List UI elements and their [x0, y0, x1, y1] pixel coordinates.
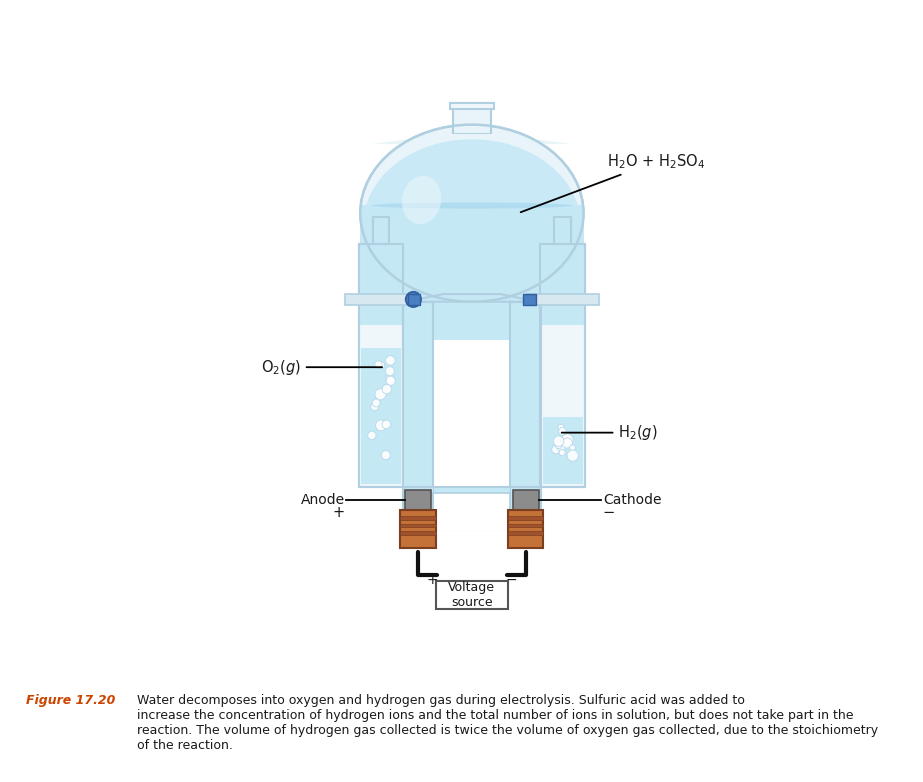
Polygon shape	[406, 294, 537, 302]
Polygon shape	[372, 134, 572, 144]
Circle shape	[559, 450, 565, 456]
Text: Figure 17.20: Figure 17.20	[26, 694, 115, 708]
Circle shape	[558, 428, 567, 436]
Polygon shape	[508, 531, 544, 535]
Polygon shape	[373, 217, 390, 244]
Polygon shape	[434, 494, 510, 529]
Polygon shape	[360, 206, 583, 325]
Circle shape	[406, 292, 421, 307]
Text: Water decomposes into oxygen and hydrogen gas during electrolysis. Sulfuric acid: Water decomposes into oxygen and hydroge…	[137, 694, 878, 752]
Text: −: −	[505, 572, 517, 586]
Circle shape	[554, 436, 564, 447]
Polygon shape	[450, 103, 494, 109]
Polygon shape	[508, 523, 544, 527]
Polygon shape	[508, 510, 544, 548]
Circle shape	[375, 389, 386, 400]
Text: Cathode: Cathode	[603, 493, 661, 507]
Text: −: −	[603, 505, 615, 520]
Polygon shape	[438, 493, 507, 529]
Ellipse shape	[360, 124, 583, 302]
Polygon shape	[402, 486, 541, 529]
Polygon shape	[517, 510, 535, 516]
Polygon shape	[401, 510, 436, 548]
FancyBboxPatch shape	[436, 581, 508, 609]
Circle shape	[557, 442, 566, 450]
Circle shape	[561, 434, 573, 446]
Circle shape	[375, 361, 382, 368]
Circle shape	[382, 385, 391, 394]
Text: H$_2$O + H$_2$SO$_4$: H$_2$O + H$_2$SO$_4$	[521, 152, 705, 212]
Circle shape	[371, 403, 378, 411]
Circle shape	[569, 445, 575, 450]
Text: +: +	[426, 572, 438, 586]
Polygon shape	[434, 340, 510, 486]
Ellipse shape	[402, 176, 441, 224]
Ellipse shape	[364, 139, 581, 310]
Circle shape	[555, 442, 562, 449]
Circle shape	[386, 356, 395, 365]
Polygon shape	[433, 486, 434, 529]
Circle shape	[386, 375, 394, 383]
Text: Voltage
source: Voltage source	[449, 581, 496, 609]
Circle shape	[378, 361, 385, 369]
Polygon shape	[401, 531, 436, 535]
Polygon shape	[401, 516, 436, 520]
Circle shape	[567, 450, 579, 461]
Text: O$_2$($g$): O$_2$($g$)	[261, 357, 382, 377]
Polygon shape	[523, 294, 535, 305]
Polygon shape	[509, 486, 511, 529]
Polygon shape	[540, 244, 585, 486]
Polygon shape	[401, 523, 436, 527]
Polygon shape	[512, 490, 539, 510]
Text: H$_2$($g$): H$_2$($g$)	[562, 423, 658, 442]
Polygon shape	[508, 516, 544, 520]
Polygon shape	[405, 490, 431, 510]
Polygon shape	[408, 294, 420, 305]
Polygon shape	[359, 244, 403, 486]
Circle shape	[386, 376, 395, 386]
Polygon shape	[361, 348, 401, 484]
Circle shape	[367, 431, 376, 439]
Circle shape	[562, 434, 570, 443]
Polygon shape	[345, 294, 417, 305]
Text: Anode: Anode	[301, 493, 345, 507]
Polygon shape	[510, 302, 541, 486]
Circle shape	[552, 445, 560, 454]
Circle shape	[557, 425, 564, 430]
Circle shape	[372, 399, 380, 407]
Polygon shape	[402, 302, 434, 486]
Polygon shape	[543, 418, 582, 484]
Circle shape	[385, 367, 394, 375]
Circle shape	[381, 450, 390, 460]
Polygon shape	[555, 217, 571, 244]
Circle shape	[382, 420, 390, 429]
Polygon shape	[402, 302, 541, 340]
Polygon shape	[526, 294, 599, 305]
Polygon shape	[409, 510, 427, 516]
Circle shape	[376, 420, 387, 431]
Text: +: +	[332, 505, 345, 520]
Ellipse shape	[371, 203, 572, 209]
Polygon shape	[452, 103, 491, 134]
Circle shape	[562, 438, 572, 448]
